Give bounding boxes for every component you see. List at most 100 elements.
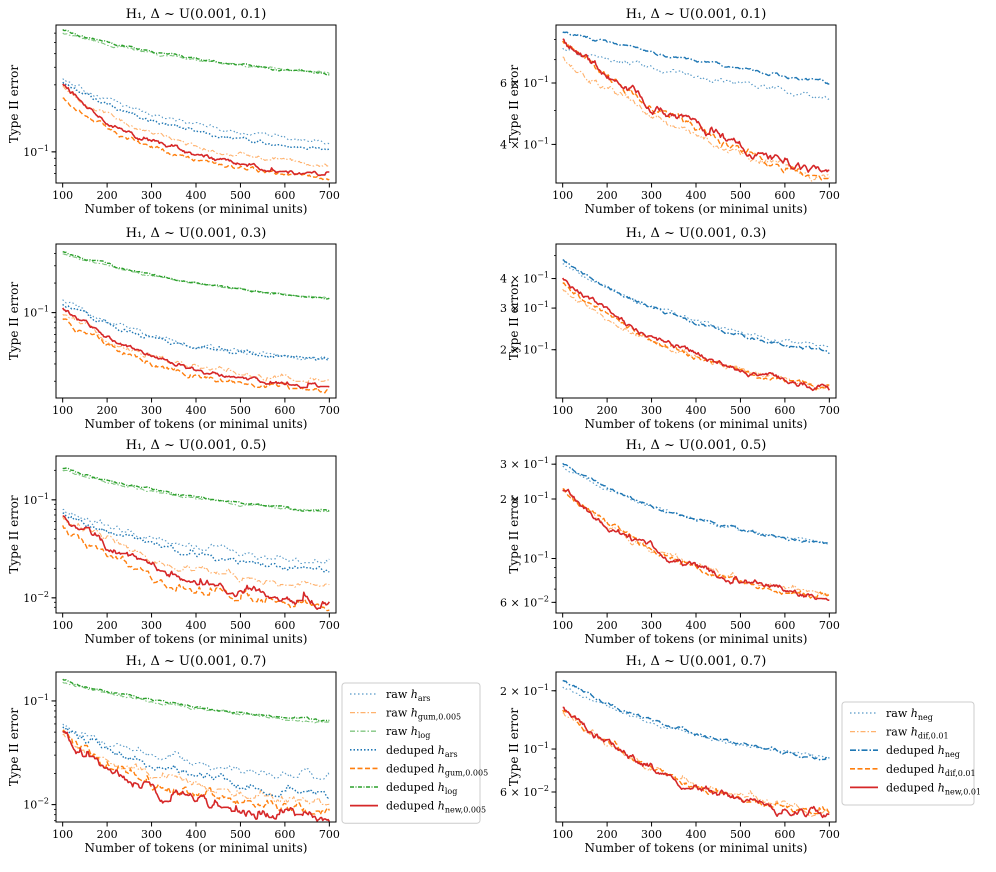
series-line-raw_dif <box>562 712 830 817</box>
x-tick-label: 200 <box>97 189 118 202</box>
x-tick-label: 400 <box>186 404 207 417</box>
axes-frame <box>55 24 337 184</box>
axes-frame <box>555 243 837 399</box>
x-tick-label: 600 <box>274 619 295 632</box>
series-line-raw_log <box>62 253 330 300</box>
series-line-ded_new005 <box>62 730 330 822</box>
x-axis-label: Number of tokens (or minimal units) <box>85 417 308 431</box>
series-line-ded_ars <box>62 726 330 799</box>
series-line-ded_new001 <box>562 488 830 601</box>
x-tick-label: 500 <box>230 828 251 841</box>
series-line-ded_gum <box>62 97 330 181</box>
axes-frame <box>55 455 337 614</box>
y-axis-label: Type II error <box>7 65 21 143</box>
panel-title: H₁, Δ ~ U(0.001, 0.7) <box>126 654 267 669</box>
y-tick-label: 4 × 10−1 <box>500 136 549 151</box>
axes-frame <box>555 455 837 614</box>
x-axis-label: Number of tokens (or minimal units) <box>585 417 808 431</box>
panel-L4: H₁, Δ ~ U(0.001, 0.7) 10−1 10−2 100 200 300 40… <box>7 654 340 855</box>
panel-R4: H₁, Δ ~ U(0.001, 0.7) 2 × 10−1 10−1 6 × 10−… <box>500 654 840 855</box>
series-line-ded_new005 <box>62 307 330 389</box>
series-line-ded_log <box>62 467 330 512</box>
series-line-ded_neg <box>562 462 830 545</box>
series-line-ded_gum <box>62 318 330 394</box>
y-axis-label: Type II error <box>507 708 521 786</box>
y-tick-label: 4 × 10−1 <box>500 271 549 286</box>
legend-label: deduped hnew,0.01 <box>886 781 981 796</box>
series-line-raw_dif <box>562 288 830 390</box>
x-axis-label: Number of tokens (or minimal units) <box>85 841 308 855</box>
x-tick-label: 500 <box>230 189 251 202</box>
series-line-ded_new001 <box>562 277 831 392</box>
legend-label: raw hgum,0.005 <box>386 707 461 722</box>
series-line-ded_dif <box>562 488 830 599</box>
panel-title: H₁, Δ ~ U(0.001, 0.5) <box>126 438 267 453</box>
series-line-ded_dif <box>562 282 830 391</box>
legend-label: raw hneg <box>886 707 933 722</box>
x-tick-label: 600 <box>774 828 795 841</box>
x-tick-label: 100 <box>552 189 573 202</box>
legend-right: raw hneg raw hdif,0.01 deduped hneg deduped… <box>841 701 981 806</box>
panel-title: H₁, Δ ~ U(0.001, 0.1) <box>626 7 767 22</box>
legend-label: raw hdif,0.01 <box>886 726 949 741</box>
legend-label: deduped hnew,0.005 <box>386 800 486 815</box>
axes-frame <box>55 243 337 399</box>
x-tick-label: 200 <box>97 828 118 841</box>
series-line-raw_ars <box>62 508 330 565</box>
x-tick-label: 600 <box>774 404 795 417</box>
series-line-raw_neg <box>562 686 830 761</box>
x-tick-label: 600 <box>274 189 295 202</box>
series-line-raw_dif <box>562 56 830 182</box>
x-tick-label: 700 <box>819 619 840 632</box>
series-group <box>62 251 330 394</box>
y-tick-label: 6 × 10−2 <box>500 594 549 609</box>
panel-R1: H₁, Δ ~ U(0.001, 0.1) 6 × 10−1 4 × 10−1 100… <box>500 7 840 216</box>
series-line-ded_ars <box>62 81 330 151</box>
series-line-ded_gum <box>62 729 330 816</box>
y-tick-label: 10−1 <box>23 492 49 507</box>
legend-frame <box>341 682 481 824</box>
x-tick-label: 100 <box>52 189 73 202</box>
series-line-ded_neg <box>562 679 830 761</box>
x-tick-label: 600 <box>274 404 295 417</box>
axes-frame <box>555 24 837 184</box>
series-line-ded_log <box>62 251 330 300</box>
series-line-raw_ars <box>62 723 330 781</box>
panel-R2: H₁, Δ ~ U(0.001, 0.3) 4 × 10−1 3 × 10−1 2 ×… <box>500 226 840 431</box>
series-line-ded_new005 <box>62 515 330 610</box>
y-axis-label: Type II error <box>7 282 21 360</box>
x-tick-label: 300 <box>141 404 162 417</box>
y-tick-label: 2 × 10−1 <box>500 342 549 357</box>
x-tick-label: 600 <box>774 189 795 202</box>
panel-L2: H₁, Δ ~ U(0.001, 0.3) 10−1 100 200 300 400 500… <box>7 226 340 431</box>
x-tick-label: 300 <box>141 828 162 841</box>
series-line-ded_log <box>62 28 330 76</box>
panel-L1: H₁, Δ ~ U(0.001, 0.1) 10−1 100 200 300 400 500… <box>7 7 340 216</box>
x-tick-label: 200 <box>97 404 118 417</box>
series-line-raw_gum <box>62 516 330 588</box>
x-tick-label: 100 <box>52 619 73 632</box>
series-line-ded_new001 <box>562 706 830 819</box>
series-group <box>562 31 830 182</box>
x-axis-label: Number of tokens (or minimal units) <box>85 202 308 216</box>
series-line-raw_log <box>62 32 330 75</box>
series-line-ded_neg <box>562 258 830 355</box>
series-line-ded_neg <box>562 31 830 85</box>
panel-R3: H₁, Δ ~ U(0.001, 0.5) 3 × 10−1 2 × 10−1 10−… <box>500 438 840 646</box>
series-line-raw_dif <box>562 488 830 596</box>
y-tick-label: 2 × 10−1 <box>500 683 549 698</box>
legend-label: raw hlog <box>386 725 430 740</box>
y-tick-label: 10−1 <box>23 693 49 708</box>
legend-label: raw hars <box>386 688 431 703</box>
x-tick-label: 700 <box>319 404 340 417</box>
x-tick-label: 500 <box>730 828 751 841</box>
x-tick-label: 100 <box>52 828 73 841</box>
panel-title: H₁, Δ ~ U(0.001, 0.3) <box>626 226 767 241</box>
series-line-ded_new001 <box>562 38 830 173</box>
x-tick-label: 500 <box>230 619 251 632</box>
x-tick-label: 300 <box>641 828 662 841</box>
series-line-raw_neg <box>562 47 830 100</box>
series-line-raw_gum <box>62 85 330 168</box>
y-tick-label: 10−1 <box>523 741 549 756</box>
